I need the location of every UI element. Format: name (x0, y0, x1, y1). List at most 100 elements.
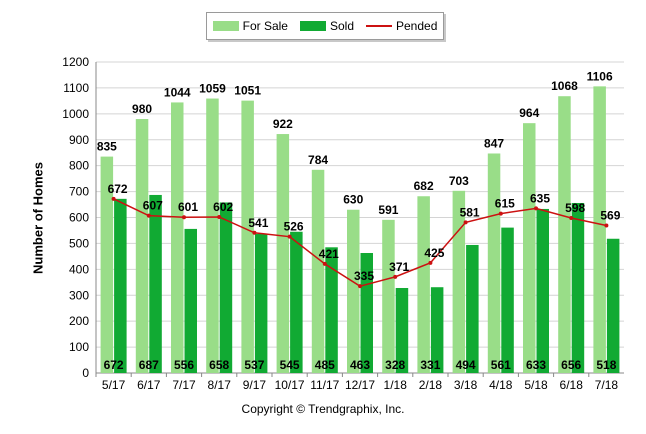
x-tick-label: 6/17 (137, 378, 161, 392)
copyright-text: Copyright © Trendgraphix, Inc. (241, 402, 405, 416)
point-pended (569, 216, 574, 221)
data-label-pended: 425 (424, 246, 444, 260)
y-tick-label: 0 (82, 366, 89, 380)
legend-swatch-for-sale (212, 21, 239, 31)
y-tick-label: 700 (69, 185, 89, 199)
data-label-for-sale: 703 (449, 174, 469, 188)
bar-sold (219, 202, 233, 373)
data-label-for-sale: 1059 (199, 82, 226, 96)
data-label-sold: 672 (104, 358, 124, 372)
y-tick-label: 900 (69, 133, 89, 147)
bar-for-sale (100, 156, 114, 373)
data-label-for-sale: 835 (97, 140, 117, 154)
data-label-sold: 545 (280, 358, 300, 372)
data-label-for-sale: 964 (519, 106, 539, 120)
x-tick-label: 9/17 (243, 378, 267, 392)
bar-sold (536, 208, 549, 373)
bar-for-sale (347, 209, 360, 373)
data-label-sold: 687 (139, 358, 159, 372)
data-label-sold: 633 (526, 358, 546, 372)
y-tick-label: 1100 (63, 81, 89, 95)
data-label-pended: 601 (178, 200, 198, 214)
x-tick-label: 4/18 (489, 378, 513, 392)
data-label-sold: 518 (596, 358, 616, 372)
bar-for-sale (417, 196, 430, 373)
data-label-pended: 569 (600, 209, 620, 223)
x-tick-label: 5/17 (102, 378, 126, 392)
legend-swatch-sold (299, 21, 326, 31)
data-label-pended: 615 (495, 197, 515, 211)
bar-for-sale (135, 119, 149, 374)
y-tick-label: 300 (69, 288, 89, 302)
data-label-pended: 672 (108, 182, 128, 196)
point-pended (428, 260, 433, 265)
data-label-sold: 485 (315, 358, 335, 372)
bar-sold (430, 287, 444, 373)
y-tick-label: 1200 (62, 55, 89, 69)
bar-sold (290, 231, 303, 373)
bar-sold (571, 202, 585, 373)
legend-item-for-sale: For Sale (212, 19, 288, 33)
bar-for-sale (558, 96, 571, 374)
legend-label-for-sale: For Sale (242, 19, 288, 33)
bar-for-sale (593, 86, 606, 373)
data-label-for-sale: 1051 (234, 84, 261, 98)
x-tick-label: 8/17 (208, 378, 232, 392)
point-pended (182, 215, 186, 220)
data-label-for-sale: 591 (378, 203, 398, 217)
bar-sold (149, 194, 162, 373)
point-pended (498, 211, 503, 216)
data-label-pended: 541 (248, 216, 268, 230)
data-label-for-sale: 980 (132, 102, 152, 116)
data-label-for-sale: 784 (308, 153, 328, 167)
x-tick-label: 1/18 (384, 378, 408, 392)
bar-sold (395, 287, 409, 373)
point-pended (534, 206, 538, 211)
y-tick-label: 800 (69, 159, 89, 173)
data-label-for-sale: 1106 (587, 69, 613, 83)
chart-legend: For Sale Sold Pended (206, 12, 444, 40)
point-pended (111, 196, 116, 201)
x-tick-label: 6/18 (560, 378, 584, 392)
bar-sold (606, 238, 620, 373)
point-pended (358, 284, 362, 289)
data-label-sold: 328 (385, 358, 405, 372)
bar-for-sale (276, 134, 290, 373)
x-tick-label: 11/17 (310, 378, 339, 392)
data-label-sold: 494 (456, 358, 476, 372)
data-label-pended: 526 (284, 220, 304, 234)
legend-swatch-pended (366, 25, 392, 27)
bar-for-sale (311, 169, 325, 373)
legend-item-pended: Pended (366, 19, 437, 33)
data-label-for-sale: 1044 (164, 85, 191, 99)
x-tick-label: 7/18 (595, 378, 619, 392)
bar-for-sale (171, 102, 184, 374)
legend-label-sold: Sold (329, 19, 354, 33)
y-tick-label: 400 (69, 262, 89, 276)
data-label-pended: 607 (143, 199, 163, 213)
y-tick-label: 1000 (62, 107, 89, 121)
x-tick-label: 10/17 (275, 378, 305, 392)
point-pended (463, 220, 468, 225)
x-tick-label: 3/18 (454, 378, 478, 392)
data-label-pended: 371 (389, 260, 409, 274)
bar-sold (501, 227, 514, 373)
x-tick-label: 12/17 (345, 378, 375, 392)
data-label-pended: 598 (565, 201, 585, 215)
point-pended (287, 234, 292, 239)
bar-sold (114, 198, 127, 373)
data-label-sold: 561 (491, 358, 511, 372)
data-label-sold: 658 (209, 358, 229, 372)
point-pended (393, 274, 398, 279)
data-label-pended: 335 (354, 269, 374, 283)
data-label-pended: 602 (213, 200, 233, 214)
y-tick-label: 100 (69, 340, 89, 354)
bar-for-sale (487, 153, 501, 373)
data-label-pended: 635 (530, 191, 550, 205)
data-label-for-sale: 922 (273, 117, 293, 131)
y-tick-label: 200 (69, 314, 89, 328)
data-label-pended: 581 (460, 205, 480, 219)
x-tick-label: 5/18 (524, 378, 548, 392)
bar-sold (254, 233, 268, 373)
